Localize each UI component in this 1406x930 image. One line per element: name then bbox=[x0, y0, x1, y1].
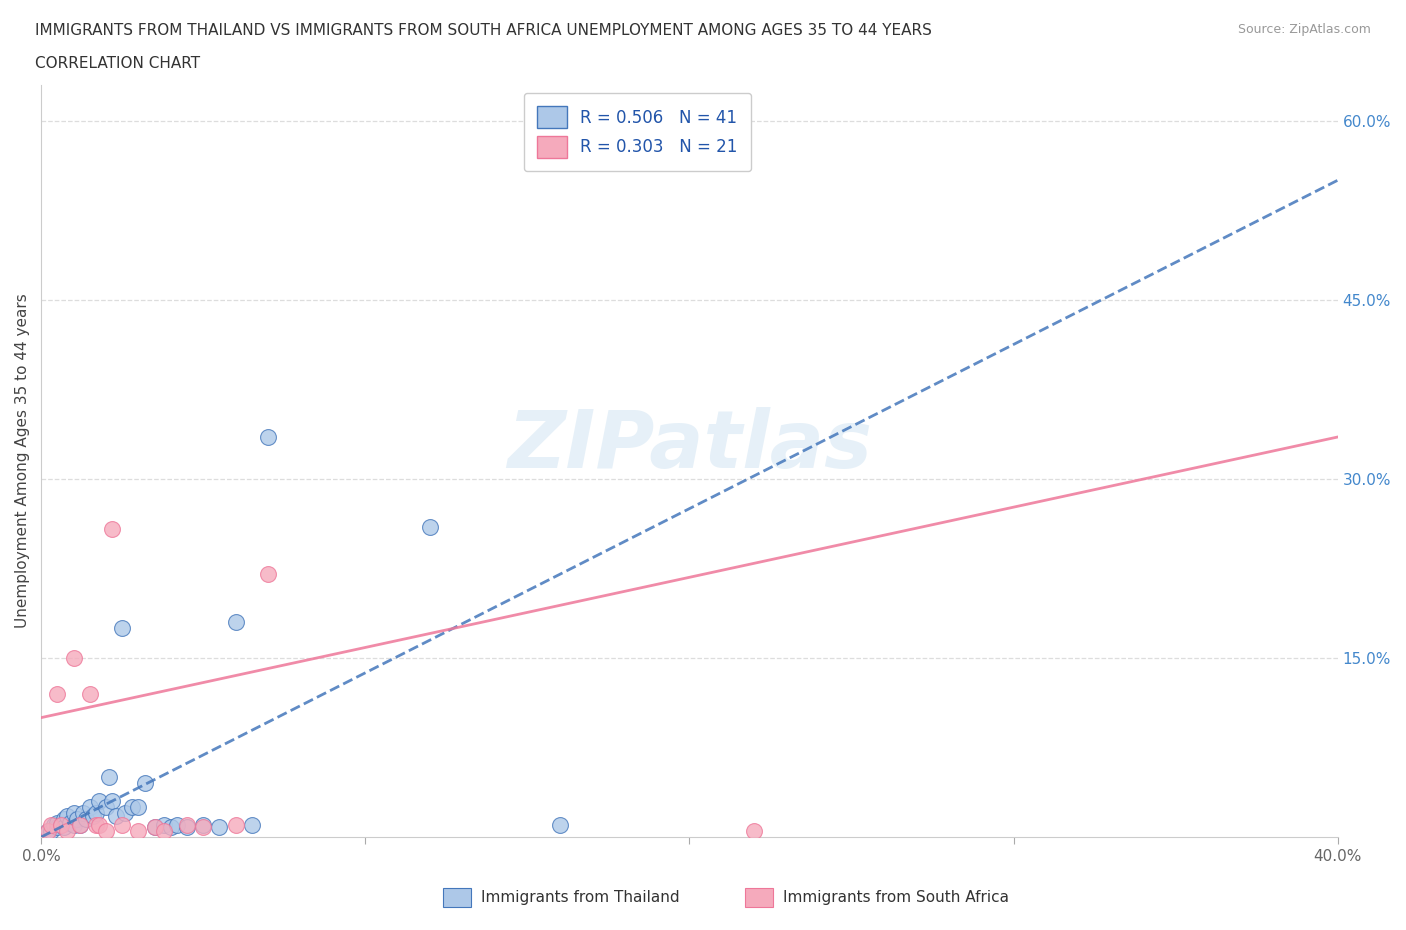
Point bbox=[225, 817, 247, 832]
Point bbox=[98, 770, 121, 785]
Point bbox=[153, 817, 176, 832]
Point bbox=[62, 805, 84, 820]
Point bbox=[39, 817, 62, 832]
Point bbox=[114, 805, 136, 820]
Point bbox=[104, 808, 127, 823]
Point bbox=[176, 820, 198, 835]
Point bbox=[193, 820, 215, 835]
Point bbox=[240, 817, 263, 832]
Legend: R = 0.506   N = 41, R = 0.303   N = 21: R = 0.506 N = 41, R = 0.303 N = 21 bbox=[524, 93, 751, 171]
Point bbox=[46, 686, 69, 701]
Point bbox=[111, 817, 134, 832]
Point bbox=[159, 820, 181, 835]
Point bbox=[89, 817, 111, 832]
Point bbox=[225, 615, 247, 630]
Text: Source: ZipAtlas.com: Source: ZipAtlas.com bbox=[1237, 23, 1371, 36]
Point bbox=[46, 816, 69, 830]
Text: CORRELATION CHART: CORRELATION CHART bbox=[35, 56, 200, 71]
Point bbox=[72, 805, 94, 820]
Point bbox=[84, 805, 107, 820]
Point bbox=[62, 650, 84, 665]
Point bbox=[143, 820, 166, 835]
Point bbox=[166, 817, 188, 832]
Point bbox=[143, 820, 166, 835]
Point bbox=[49, 817, 72, 832]
Point bbox=[101, 522, 124, 537]
Point bbox=[62, 817, 84, 832]
Point bbox=[153, 824, 176, 839]
Point bbox=[56, 808, 79, 823]
Point bbox=[193, 817, 215, 832]
Point bbox=[257, 430, 280, 445]
Point bbox=[79, 800, 101, 815]
Point bbox=[66, 812, 89, 827]
Text: Immigrants from Thailand: Immigrants from Thailand bbox=[481, 890, 679, 905]
Point bbox=[69, 817, 91, 832]
Point bbox=[127, 800, 149, 815]
Point bbox=[79, 686, 101, 701]
Point bbox=[111, 620, 134, 635]
Point bbox=[101, 794, 124, 809]
Point bbox=[59, 816, 82, 830]
Point bbox=[121, 800, 143, 815]
Text: ZIPatlas: ZIPatlas bbox=[508, 406, 872, 485]
Point bbox=[94, 800, 117, 815]
Point bbox=[257, 567, 280, 582]
Text: IMMIGRANTS FROM THAILAND VS IMMIGRANTS FROM SOUTH AFRICA UNEMPLOYMENT AMONG AGES: IMMIGRANTS FROM THAILAND VS IMMIGRANTS F… bbox=[35, 23, 932, 38]
Point bbox=[42, 817, 65, 832]
Point bbox=[52, 812, 75, 827]
Point bbox=[134, 776, 156, 790]
Point bbox=[82, 808, 104, 823]
Y-axis label: Unemployment Among Ages 35 to 44 years: Unemployment Among Ages 35 to 44 years bbox=[15, 294, 30, 629]
Point bbox=[127, 824, 149, 839]
Point bbox=[76, 812, 98, 827]
Point bbox=[39, 824, 62, 839]
Point bbox=[208, 820, 231, 835]
Point bbox=[52, 820, 75, 835]
Point bbox=[94, 824, 117, 839]
Point bbox=[89, 794, 111, 809]
Point bbox=[49, 817, 72, 832]
Point bbox=[548, 817, 571, 832]
Point bbox=[419, 519, 441, 534]
Point bbox=[176, 817, 198, 832]
Point bbox=[37, 824, 59, 839]
Point bbox=[742, 824, 765, 839]
Point bbox=[56, 824, 79, 839]
Point bbox=[46, 820, 69, 835]
Point bbox=[69, 817, 91, 832]
Point bbox=[37, 824, 59, 839]
Text: Immigrants from South Africa: Immigrants from South Africa bbox=[783, 890, 1010, 905]
Point bbox=[84, 817, 107, 832]
